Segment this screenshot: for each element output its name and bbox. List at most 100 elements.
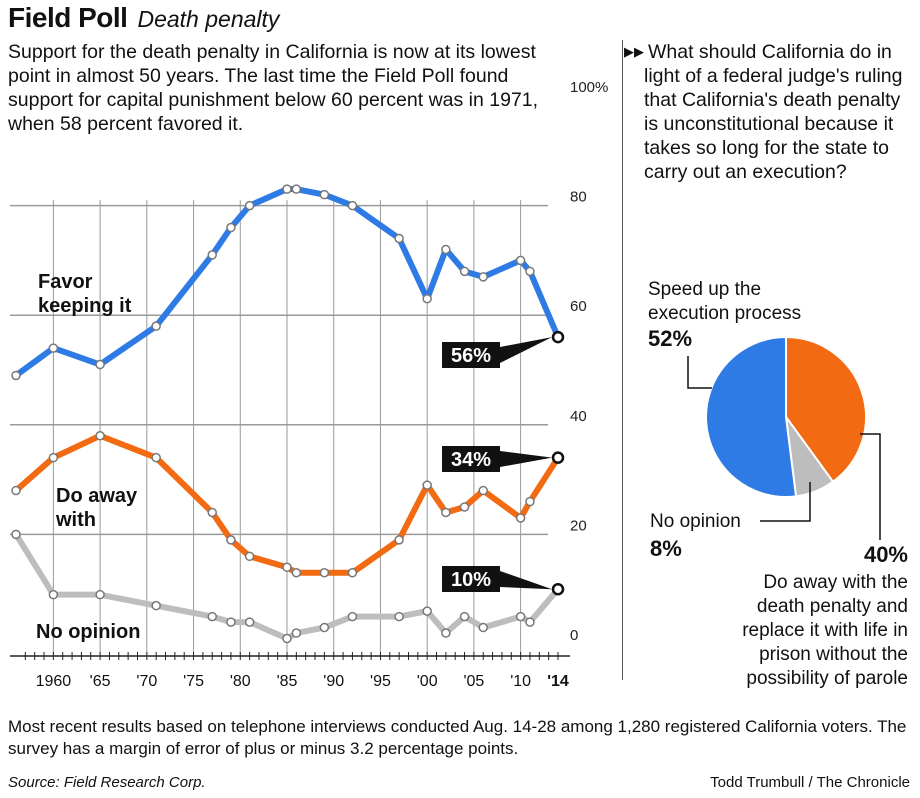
pie-label-none: No opinion — [650, 511, 741, 532]
series-label: with — [55, 509, 96, 531]
y-tick-label: 40 — [570, 408, 587, 425]
x-tick-label: '75 — [183, 673, 204, 690]
pie-pct-none: 8% — [650, 536, 682, 561]
data-point — [347, 200, 358, 211]
data-point — [244, 200, 255, 211]
y-tick-label: 80 — [570, 189, 587, 206]
x-tick-label: 1960 — [36, 673, 72, 690]
data-point — [95, 359, 105, 370]
data-point — [319, 622, 330, 633]
y-tick-label: 100% — [570, 79, 608, 96]
data-point — [226, 535, 236, 545]
data-point — [151, 452, 161, 463]
pie-label-abolish: possibility of parole — [746, 668, 908, 689]
data-point — [151, 321, 161, 331]
data-point — [291, 184, 302, 194]
data-point — [441, 244, 451, 255]
data-point — [226, 617, 236, 627]
data-point — [394, 233, 404, 244]
data-point — [48, 452, 59, 463]
data-point — [422, 480, 432, 490]
x-tick-label: '00 — [417, 673, 438, 690]
data-point — [282, 562, 292, 573]
callout-pointer — [500, 337, 552, 363]
y-tick-label: 60 — [570, 298, 587, 315]
double-arrow-icon: ▶▶ — [624, 44, 644, 59]
data-point — [441, 628, 451, 638]
x-tick-label: '80 — [230, 673, 251, 690]
x-tick-label: '90 — [323, 673, 344, 690]
data-point — [459, 611, 470, 622]
pie-slice-abolish — [785, 335, 867, 484]
pie-label-abolish: prison without the — [759, 644, 908, 665]
x-tick-label: '14 — [547, 673, 569, 690]
callout-box — [442, 566, 500, 592]
data-point — [282, 184, 292, 194]
pie-label-speed: Speed up the — [648, 279, 761, 300]
data-point — [422, 606, 432, 616]
data-point — [207, 507, 217, 518]
data-point — [95, 589, 105, 600]
data-point — [551, 451, 565, 464]
series-label: Favor — [38, 271, 93, 293]
data-point — [515, 611, 526, 622]
data-point — [11, 370, 21, 381]
y-tick-label: 20 — [570, 517, 587, 534]
pie-leader-none — [760, 482, 811, 522]
data-point — [11, 529, 21, 540]
data-point — [244, 617, 255, 627]
data-point — [515, 513, 526, 523]
data-point — [525, 496, 535, 507]
pie-question: ▶▶ What should California do in light of … — [624, 40, 914, 184]
data-point — [11, 485, 21, 496]
footnote: Most recent results based on telephone i… — [8, 717, 907, 758]
series-label: keeping it — [38, 295, 132, 317]
question-text: What should California do in light of a … — [644, 41, 903, 183]
x-tick-label: '95 — [370, 673, 391, 690]
x-tick-label: '70 — [136, 673, 157, 690]
data-point — [551, 582, 565, 596]
x-tick-label: '65 — [90, 673, 111, 690]
data-point — [515, 255, 526, 266]
y-tick-label: 0 — [570, 627, 578, 644]
data-point — [244, 551, 255, 562]
data-point — [207, 611, 217, 622]
data-point — [319, 189, 330, 200]
callout-box — [442, 342, 500, 368]
data-point — [291, 628, 302, 638]
intro-text: Support for the death penalty in Califor… — [8, 41, 539, 135]
data-point — [551, 330, 565, 344]
data-point — [226, 222, 236, 233]
data-point — [478, 485, 488, 496]
data-point — [525, 266, 535, 277]
data-point — [459, 266, 470, 277]
data-point — [478, 622, 488, 633]
pie-pct-abolish: 40% — [864, 542, 908, 567]
data-point — [282, 633, 292, 644]
brand-title: Field Poll — [8, 2, 128, 33]
data-point — [347, 611, 358, 622]
credit: Todd Trumbull / The Chronicle — [710, 774, 910, 791]
series-label: No opinion — [36, 621, 140, 643]
data-point — [347, 568, 358, 578]
section-divider — [622, 40, 623, 680]
data-point — [394, 535, 404, 545]
source: Source: Field Research Corp. — [8, 774, 206, 791]
x-tick-label: '85 — [277, 673, 298, 690]
data-point — [394, 611, 404, 622]
x-tick-label: '05 — [463, 673, 484, 690]
pie-label-abolish: replace it with life in — [742, 620, 908, 641]
data-point — [422, 294, 432, 304]
pie-label-abolish: death penalty and — [757, 596, 908, 617]
data-point — [48, 343, 59, 353]
data-point — [319, 568, 330, 578]
pie-pct-speed: 52% — [648, 326, 692, 351]
data-point — [95, 431, 105, 441]
pie-leader-abolish — [860, 433, 881, 540]
pie-label-speed: execution process — [648, 303, 801, 324]
title-row: Field Poll Death penalty — [8, 2, 279, 34]
data-point — [441, 507, 451, 518]
data-point — [525, 617, 535, 627]
subject-title: Death penalty — [137, 6, 280, 32]
data-point — [48, 589, 59, 600]
